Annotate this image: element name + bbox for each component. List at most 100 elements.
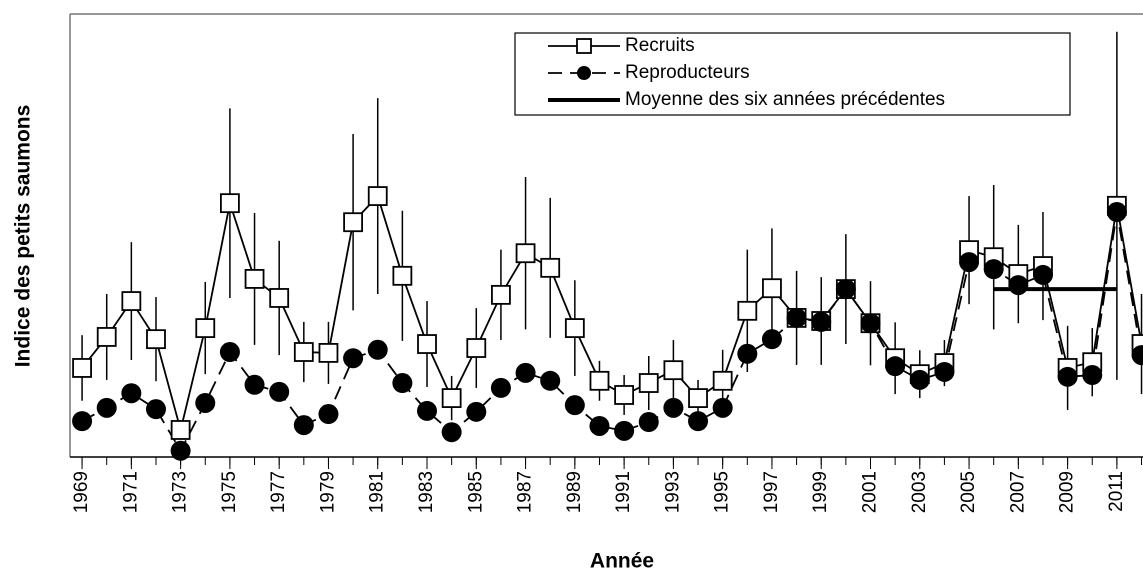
square-marker <box>121 291 142 311</box>
square-marker <box>195 318 216 338</box>
x-tick-label: 1995 <box>712 471 733 513</box>
square-marker <box>220 193 240 214</box>
square-marker <box>589 370 610 391</box>
x-tick-label: 2009 <box>1057 471 1078 513</box>
circle-marker <box>318 404 339 425</box>
circle-marker <box>367 339 388 360</box>
circle-marker <box>712 397 733 418</box>
circle-marker <box>244 374 265 395</box>
circle-marker <box>392 373 413 394</box>
x-tick-label: 1985 <box>465 471 486 513</box>
circle-marker <box>1008 275 1029 296</box>
circle-marker <box>614 420 635 441</box>
circle-marker <box>219 342 240 363</box>
y-axis-title: Indice des petits saumons <box>12 105 35 368</box>
circle-marker <box>934 361 955 382</box>
x-tick-label: 2011 <box>1106 471 1127 512</box>
circle-marker <box>959 252 980 273</box>
square-marker <box>762 278 782 299</box>
circle-marker <box>885 356 906 377</box>
square-marker <box>663 360 684 381</box>
circle-marker <box>737 343 758 364</box>
x-tick-label: 2003 <box>909 471 930 513</box>
circle-marker <box>564 395 585 416</box>
x-tick-label: 1969 <box>71 471 92 513</box>
circle-marker <box>195 392 216 413</box>
x-tick-label: 1987 <box>515 471 536 513</box>
x-tick-label: 1983 <box>416 471 437 513</box>
square-marker <box>269 288 290 308</box>
square-marker <box>688 388 708 408</box>
square-marker <box>441 388 462 408</box>
square-marker <box>515 243 536 264</box>
square-marker <box>146 329 166 350</box>
square-marker <box>244 269 265 289</box>
series-line <box>81 194 1143 431</box>
square-marker <box>614 385 635 405</box>
circle-marker <box>688 411 709 432</box>
x-tick-label: 1971 <box>120 471 141 513</box>
circle-marker <box>811 311 832 332</box>
x-tick-label: 1999 <box>810 471 831 513</box>
x-tick-label: 1973 <box>170 471 191 513</box>
circle-marker <box>490 377 511 398</box>
x-tick-label: 1975 <box>219 471 240 513</box>
circle-marker <box>145 399 166 420</box>
square-marker <box>737 300 758 321</box>
square-marker <box>96 327 117 347</box>
circle-marker <box>466 401 487 422</box>
circle-marker <box>72 411 93 432</box>
square-marker <box>293 342 314 362</box>
square-marker <box>540 257 561 278</box>
square-marker <box>72 358 92 378</box>
circle-marker <box>638 412 659 433</box>
circle-marker <box>417 400 438 421</box>
legend-marker <box>577 66 591 80</box>
circle-marker <box>835 279 856 300</box>
circle-marker <box>515 362 536 383</box>
circle-marker <box>170 440 191 461</box>
circle-marker <box>540 370 561 391</box>
square-marker <box>417 334 437 354</box>
x-tick-label: 2001 <box>860 471 881 513</box>
circle-marker <box>1057 366 1078 387</box>
x-tick-label: 1981 <box>367 471 388 513</box>
x-tick-label: 1979 <box>317 471 338 513</box>
circle-marker <box>663 397 684 418</box>
square-marker <box>638 373 659 393</box>
circle-marker <box>269 381 290 402</box>
square-marker <box>343 212 363 233</box>
circle-marker <box>1106 202 1127 223</box>
square-marker <box>466 338 487 358</box>
circle-marker <box>1032 264 1053 285</box>
circle-marker <box>786 307 807 328</box>
square-marker <box>318 342 339 363</box>
legend-marker <box>576 38 592 54</box>
circle-marker <box>589 415 610 436</box>
x-tick-label: 1997 <box>761 471 782 513</box>
circle-marker <box>761 329 782 350</box>
x-tick-label: 2005 <box>958 471 979 513</box>
square-marker <box>170 420 191 440</box>
circle-marker <box>1082 365 1103 386</box>
circle-marker <box>96 397 117 418</box>
circle-marker <box>441 422 462 443</box>
square-marker <box>712 370 733 391</box>
circle-marker <box>343 348 364 369</box>
circle-marker <box>1131 345 1143 366</box>
square-marker <box>367 186 388 206</box>
circle-marker <box>121 383 142 404</box>
x-tick-label: 1989 <box>564 471 585 513</box>
legend-label: Moyenne des six années précédentes <box>625 89 945 110</box>
x-tick-label: 1977 <box>268 471 289 513</box>
square-marker <box>392 265 413 286</box>
circle-marker <box>983 259 1004 280</box>
circle-marker <box>860 313 881 334</box>
x-axis-title: Année <box>590 550 654 573</box>
x-tick-label: 1993 <box>662 471 683 513</box>
circle-marker <box>909 369 930 390</box>
x-tick-label: 2007 <box>1007 471 1028 513</box>
circle-marker <box>293 415 314 436</box>
x-tick-label: 1991 <box>613 471 634 513</box>
series-line <box>81 211 1143 453</box>
